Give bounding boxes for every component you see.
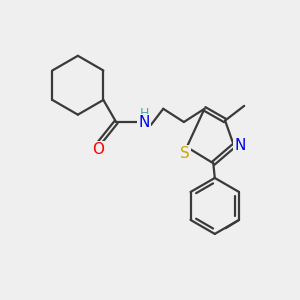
Text: O: O bbox=[92, 142, 104, 158]
Text: N: N bbox=[235, 138, 246, 153]
Text: S: S bbox=[181, 146, 190, 161]
Text: H: H bbox=[140, 107, 149, 120]
Text: N: N bbox=[138, 115, 150, 130]
